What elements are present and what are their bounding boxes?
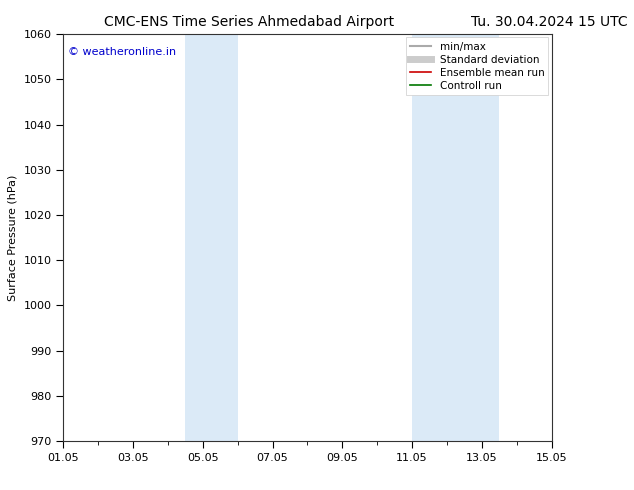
Bar	[186, 34, 238, 441]
Y-axis label: Surface Pressure (hPa): Surface Pressure (hPa)	[8, 174, 18, 301]
Bar	[412, 34, 500, 441]
Text: © weatheronline.in: © weatheronline.in	[68, 47, 176, 56]
Title: CMC-ENS Time Series Ahmedabad Airport: CMC-ENS Time Series Ahmedabad Airport	[104, 15, 394, 29]
Text: Tu. 30.04.2024 15 UTC: Tu. 30.04.2024 15 UTC	[471, 15, 628, 29]
Legend: min/max, Standard deviation, Ensemble mean run, Controll run: min/max, Standard deviation, Ensemble me…	[406, 37, 548, 95]
